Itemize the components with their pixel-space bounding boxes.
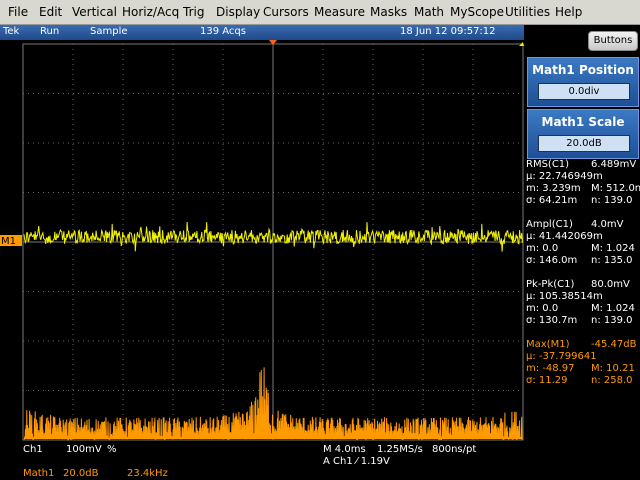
meas-max: M: 512.0n <box>591 183 640 194</box>
control-label: Math1 Position <box>532 63 634 77</box>
sample-rate: 1.25MS/s <box>377 444 423 455</box>
ch1-label: Ch1 <box>23 444 43 455</box>
timebase: M 4.0ms <box>323 444 366 455</box>
meas-value: 80.0mV <box>591 279 630 290</box>
menu-item[interactable]: Display <box>216 5 261 19</box>
menu-item[interactable]: Help <box>555 5 583 19</box>
ch1-scale: 100mV <box>66 444 102 455</box>
meas-min: m: 0.0 <box>526 243 559 254</box>
status-bar: Tek Run Sample 139 Acqs 18 Jun 12 09:57:… <box>0 25 524 40</box>
menu-item[interactable]: Cursors <box>263 5 309 19</box>
menu-bar: File Edit Vertical Horiz/Acq Trig Display Curs… <box>0 0 640 25</box>
marker-bg <box>0 235 22 246</box>
meas-mean: μ: 22.746949m <box>526 171 603 182</box>
meas-max: M: 1.024 <box>591 303 635 314</box>
meas-min: m: -48.97 <box>526 363 575 374</box>
meas-name: Pk-Pk(C1) <box>526 279 575 290</box>
menu-item[interactable]: Utilities <box>505 5 551 19</box>
menu-item[interactable]: Trig <box>183 5 205 19</box>
control-label: Math1 Scale <box>541 115 625 129</box>
ch1-waveform <box>23 221 523 252</box>
meas-max: M: 10.21 <box>591 363 635 374</box>
meas-sd: σ: 11.29 <box>526 375 568 386</box>
meas-n: n: 258.0 <box>591 375 633 386</box>
trigger-position <box>269 40 277 45</box>
menu-item[interactable]: File <box>8 5 29 19</box>
meas-value: 6.489mV <box>591 159 637 170</box>
menu-item[interactable]: Measure <box>314 5 365 19</box>
menu-item[interactable]: MyScope <box>450 5 505 19</box>
meas-name: Ampl(C1) <box>526 219 573 230</box>
brand: Tek <box>3 26 20 37</box>
math-spectrum <box>23 367 523 441</box>
trigger: A Ch1 ⁄ 1.19V <box>323 456 390 467</box>
math-scale: 20.0dB <box>63 468 99 479</box>
acq-mode: Sample <box>90 26 128 37</box>
meas-n: n: 135.0 <box>591 255 633 266</box>
acq-count: 139 Acqs <box>200 26 246 37</box>
math-freq: 23.4kHz <box>127 468 168 479</box>
menu-item[interactable]: Masks <box>370 5 408 19</box>
meas-min: m: 3.239m <box>526 183 581 194</box>
date-time: 18 Jun 12 09:57:12 <box>400 26 496 37</box>
menu-item[interactable]: Math <box>414 5 445 19</box>
menu-item[interactable]: Vertical <box>72 5 117 19</box>
menu-item[interactable]: Edit <box>39 5 63 19</box>
math-label: Math1 <box>23 468 55 479</box>
control-box[interactable]: Math1 Position 0.0div <box>527 57 639 107</box>
math-marker: M1 <box>1 236 16 247</box>
meas-mean: μ: 105.38514m <box>526 291 603 302</box>
ch1-coupling: % <box>107 444 117 455</box>
meas-value: 4.0mV <box>591 219 624 230</box>
control-box[interactable]: Math1 Scale 20.0dB <box>527 109 639 159</box>
control-value[interactable]: 20.0dB <box>538 135 630 152</box>
meas-name: RMS(C1) <box>526 159 570 170</box>
meas-mean: μ: 41.442069m <box>526 231 603 242</box>
meas-sd: σ: 146.0m <box>526 255 578 266</box>
meas-mean: μ: -37.799641 <box>526 351 597 362</box>
buttons-button[interactable]: Buttons <box>588 31 638 51</box>
graticule: M1 <box>0 40 524 441</box>
meas-min: m: 0.0 <box>526 303 559 314</box>
trigger-level <box>519 42 524 46</box>
meas-value: -45.47dB <box>591 339 637 350</box>
run-state: Run <box>40 26 60 37</box>
meas-sd: σ: 130.7m <box>526 315 578 326</box>
resolution: 800ns/pt <box>432 444 477 455</box>
meas-name: Max(M1) <box>526 339 570 350</box>
menu-item[interactable]: Horiz/Acq <box>122 5 180 19</box>
meas-sd: σ: 64.21m <box>526 195 578 206</box>
meas-n: n: 139.0 <box>591 195 633 206</box>
meas-max: M: 1.024 <box>591 243 635 254</box>
control-value[interactable]: 0.0div <box>538 83 630 100</box>
meas-n: n: 139.0 <box>591 315 633 326</box>
readout-bar: Ch1 100mV % M 4.0ms 1.25MS/s 800ns/pt A … <box>0 440 640 480</box>
